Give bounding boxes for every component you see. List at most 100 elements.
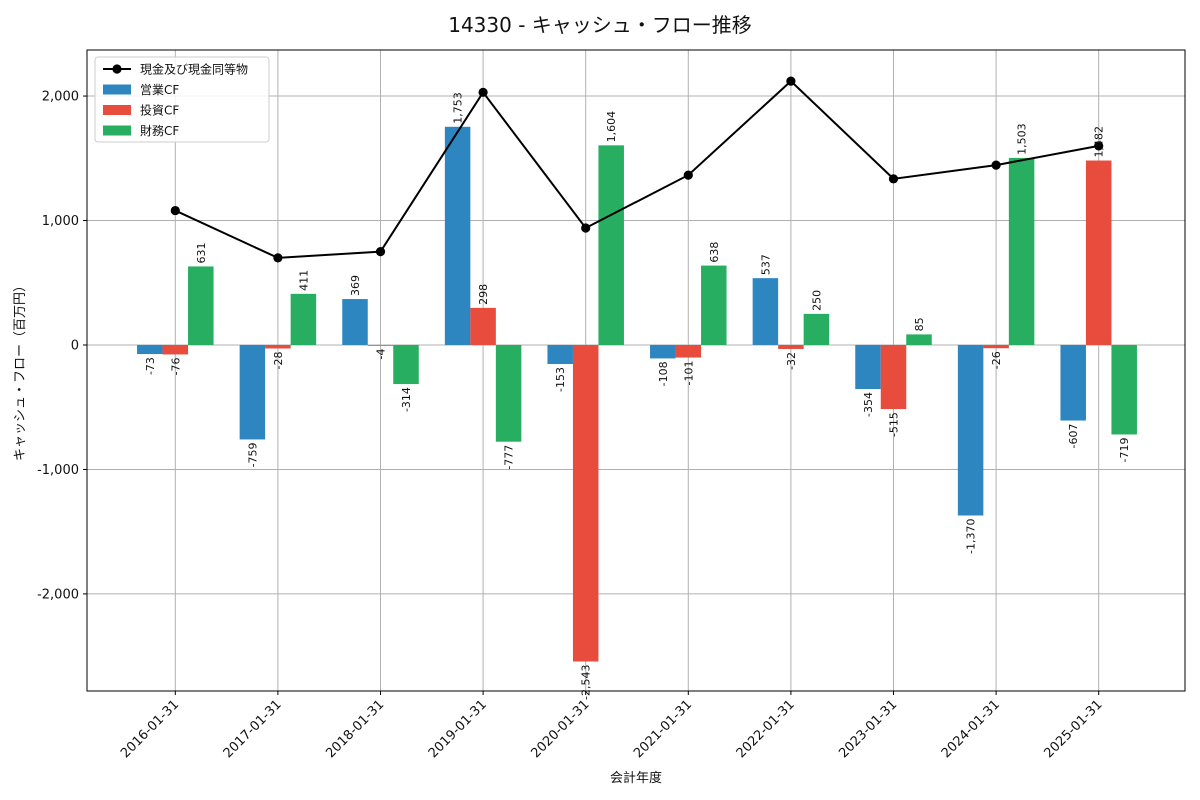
y-tick-label: 0 — [71, 338, 79, 353]
y-axis-label: キャッシュ・フロー（百万円） — [13, 279, 28, 461]
x-tick-label: 2018-01-31 — [323, 697, 387, 761]
bar-value-label: 411 — [297, 270, 310, 291]
bar-operating-cf — [752, 278, 779, 345]
bar-value-label: -32 — [785, 352, 798, 370]
x-tick-label: 2022-01-31 — [734, 697, 798, 761]
bar-financing-cf — [1008, 157, 1035, 345]
bar-layer — [137, 126, 1137, 662]
line-layer — [170, 76, 1104, 263]
x-axis-label: 会計年度 — [610, 770, 662, 786]
axis-layer: -2,000 -1,000 0 1,000 2,000 2016-01-31 2017-01… — [37, 90, 1105, 762]
bar-operating-cf — [137, 344, 163, 355]
bar-value-label: 1,503 — [1016, 123, 1029, 155]
bar-value-label: -515 — [888, 412, 901, 437]
bar-value-label: -101 — [682, 361, 695, 386]
legend-box — [94, 56, 270, 143]
bar-investing-cf — [778, 344, 804, 349]
y-tick-label: -1,000 — [37, 463, 79, 478]
cash-equivalents-point — [786, 76, 796, 86]
bar-investing-cf — [675, 344, 702, 358]
bar-value-label: 85 — [913, 317, 926, 331]
legend-swatch — [103, 125, 131, 136]
x-tick-label: 2023-01-31 — [836, 697, 900, 761]
plot-frame — [86, 49, 1186, 692]
bar-financing-cf — [290, 293, 317, 345]
bar-value-label: -153 — [554, 367, 567, 392]
bar-value-label: 369 — [349, 275, 362, 296]
bar-operating-cf — [444, 126, 471, 345]
x-tick-label: 2025-01-31 — [1041, 697, 1105, 761]
bar-value-label: -759 — [246, 442, 259, 467]
legend-label: 営業CF — [140, 83, 179, 97]
cash-equivalents-point — [170, 205, 180, 216]
bar-investing-cf — [162, 344, 189, 355]
bar-value-label: 1,604 — [605, 111, 618, 143]
y-tick-label: 2,000 — [42, 90, 79, 105]
x-tick-label: 2021-01-31 — [631, 697, 695, 761]
bar-value-label: -76 — [169, 357, 182, 375]
bar-value-label: -1,370 — [965, 519, 978, 554]
bar-value-label: 1,482 — [1093, 126, 1106, 158]
bar-investing-cf — [470, 307, 496, 345]
bar-value-label: -354 — [862, 392, 875, 417]
bar-value-label: 250 — [810, 290, 823, 311]
bar-investing-cf — [265, 344, 291, 349]
bar-investing-cf — [367, 344, 394, 346]
bar-investing-cf — [983, 344, 1009, 349]
x-tick-label: 2017-01-31 — [221, 697, 285, 761]
cash-equivalents-point — [581, 223, 591, 233]
bar-value-label: -26 — [990, 351, 1003, 369]
bar-financing-cf — [1111, 344, 1137, 435]
cash-equivalents-point — [478, 87, 488, 97]
bar-investing-cf — [1085, 160, 1112, 345]
bar-value-label: -314 — [400, 387, 413, 412]
bar-operating-cf — [1060, 344, 1086, 421]
bar-operating-cf — [650, 344, 676, 359]
cash-equivalents-point — [991, 160, 1001, 170]
bar-investing-cf — [572, 344, 599, 662]
bar-value-label: -607 — [1067, 424, 1080, 449]
bar-label-layer: -73 -759 369 1,753 -153 -108 537 -354 -1,370 -607… — [144, 92, 1131, 700]
bar-value-label: 1,753 — [452, 92, 465, 124]
legend-swatch — [103, 105, 131, 115]
cash-equivalents-point — [273, 253, 283, 263]
bar-financing-cf — [188, 266, 214, 345]
bar-value-label: -719 — [1118, 437, 1131, 462]
cash-equivalents-line — [174, 79, 1099, 259]
bar-operating-cf — [342, 299, 368, 345]
bar-financing-cf — [803, 313, 830, 345]
x-tick-label: 2016-01-31 — [118, 697, 182, 761]
bar-value-label: -108 — [657, 361, 670, 386]
legend-marker-swatch — [112, 64, 122, 74]
bar-operating-cf — [855, 344, 881, 390]
bar-value-label: -28 — [272, 351, 285, 369]
x-tick-label: 2020-01-31 — [528, 697, 592, 761]
bar-value-label: 298 — [477, 284, 490, 305]
bar-operating-cf — [547, 344, 573, 365]
cash-equivalents-point — [888, 174, 899, 184]
legend-label: 財務CF — [140, 123, 179, 138]
legend-label: 投資CF — [140, 103, 179, 118]
chart-title: 14330 - キャッシュ・フロー推移 — [448, 13, 752, 37]
bar-operating-cf — [957, 344, 984, 516]
bar-value-label: 638 — [708, 242, 721, 263]
bar-financing-cf — [495, 344, 522, 442]
x-tick-label: 2019-01-31 — [426, 697, 490, 761]
y-tick-label: 1,000 — [42, 214, 79, 229]
bar-value-label: -777 — [503, 445, 516, 470]
bar-operating-cf — [239, 344, 266, 440]
bar-financing-cf — [393, 344, 419, 385]
bar-value-label: -4 — [375, 348, 388, 359]
bar-financing-cf — [598, 145, 624, 345]
cash-equivalents-point — [1094, 141, 1104, 151]
cash-equivalents-point — [375, 247, 386, 257]
bar-value-label: -73 — [144, 357, 157, 375]
cash-equivalents-point — [683, 170, 693, 180]
bar-investing-cf — [880, 344, 907, 410]
bar-financing-cf — [701, 265, 727, 345]
y-tick-label: -2,000 — [37, 587, 79, 602]
bar-financing-cf — [906, 334, 932, 345]
legend-swatch — [103, 84, 131, 95]
